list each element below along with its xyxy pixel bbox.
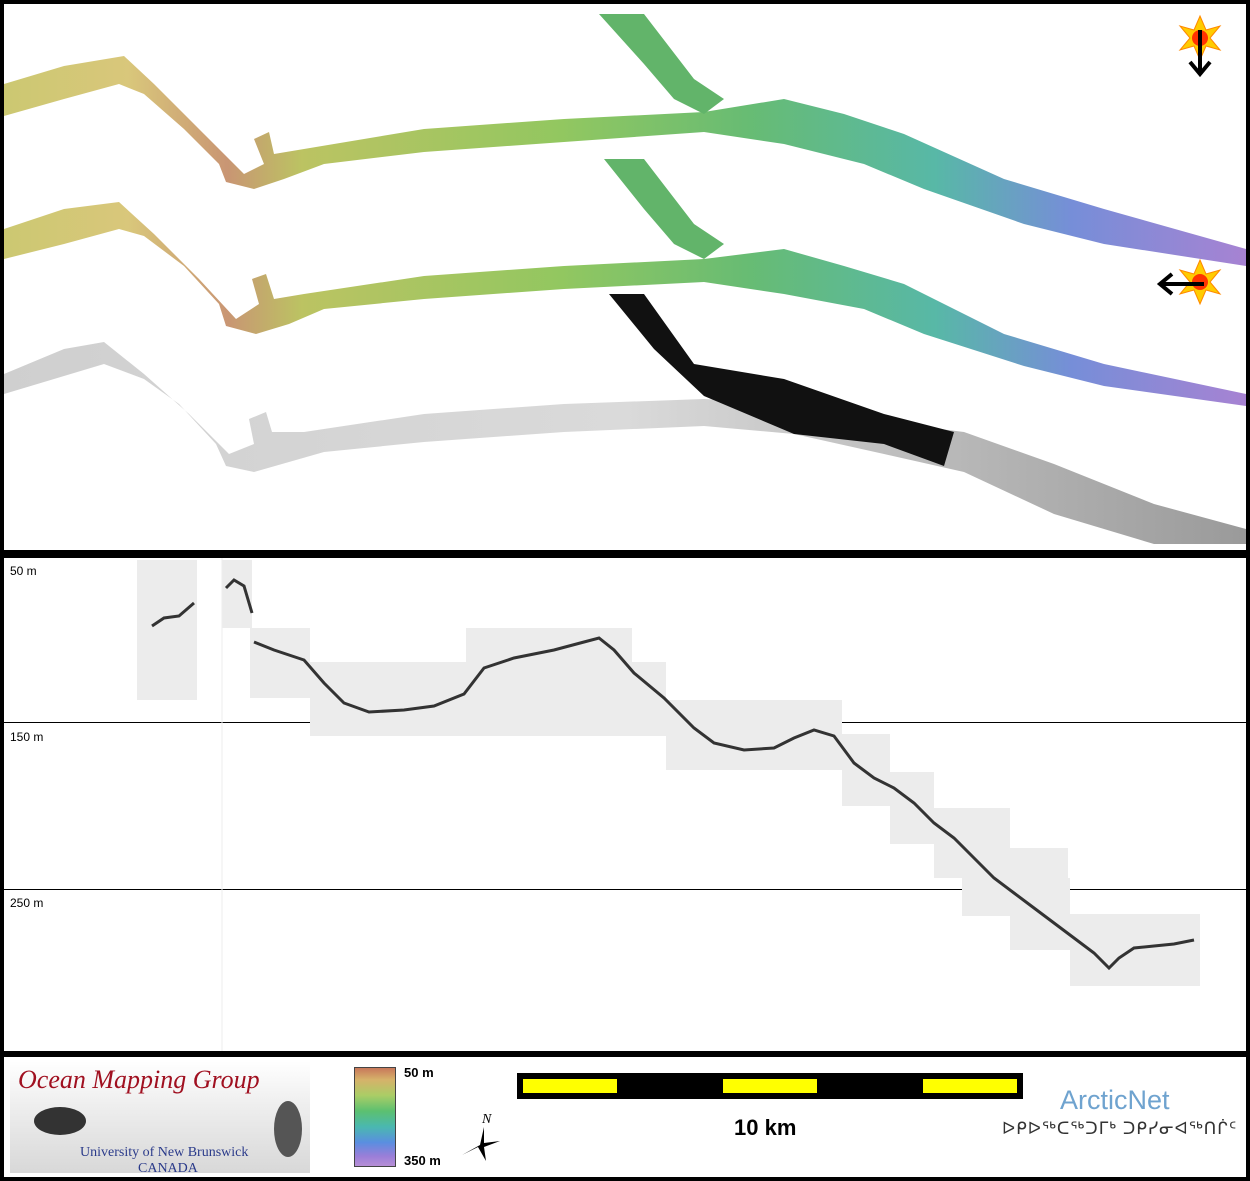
arrow-left-icon bbox=[1156, 272, 1204, 296]
colorbar-bottom-label: 350 m bbox=[404, 1153, 441, 1168]
legend-panel: Ocean Mapping Group University of New Br… bbox=[4, 1057, 1246, 1177]
swath-color-north-lit bbox=[4, 14, 1246, 266]
svg-text:N: N bbox=[481, 1112, 492, 1127]
swath-backscatter bbox=[4, 294, 1246, 544]
arcticnet-syllabics: ᐅᑭᐅᖅᑕᖅᑐᒥᒃ ᑐᑭᓯᓂᐊᖅᑎᒌᑦ bbox=[1002, 1119, 1238, 1138]
map-panel bbox=[4, 4, 1246, 550]
seabed-reflector bbox=[151, 578, 1195, 971]
colorbar-top-label: 50 m bbox=[404, 1065, 434, 1080]
swath-color-east-lit bbox=[4, 159, 1246, 406]
scale-bar bbox=[517, 1073, 1023, 1099]
arcticnet-logo: ArcticNet bbox=[1060, 1085, 1170, 1115]
depth-gridline-250 bbox=[4, 889, 1246, 890]
depth-label-250: 250 m bbox=[10, 896, 44, 910]
depth-label-50: 50 m bbox=[10, 564, 37, 578]
depth-label-150: 150 m bbox=[10, 730, 44, 744]
logo-university: University of New Brunswick bbox=[80, 1145, 249, 1160]
logo-title: Ocean Mapping Group bbox=[18, 1065, 260, 1094]
seabed-profile bbox=[137, 558, 1200, 1051]
logo-country: CANADA bbox=[138, 1161, 198, 1176]
north-arrow-icon: N bbox=[462, 1112, 500, 1161]
depth-colorbar bbox=[354, 1067, 396, 1167]
subbottom-profile-panel: 50 m 150 m 250 m bbox=[4, 558, 1246, 1051]
swath-maps bbox=[4, 14, 1246, 544]
logo-imagery bbox=[34, 1101, 302, 1157]
scale-label: 10 km bbox=[734, 1115, 797, 1140]
arrow-down-icon bbox=[1188, 30, 1212, 78]
ocean-mapping-group-logo: Ocean Mapping Group University of New Br… bbox=[10, 1061, 310, 1176]
profile-data-blocks bbox=[137, 560, 1200, 986]
